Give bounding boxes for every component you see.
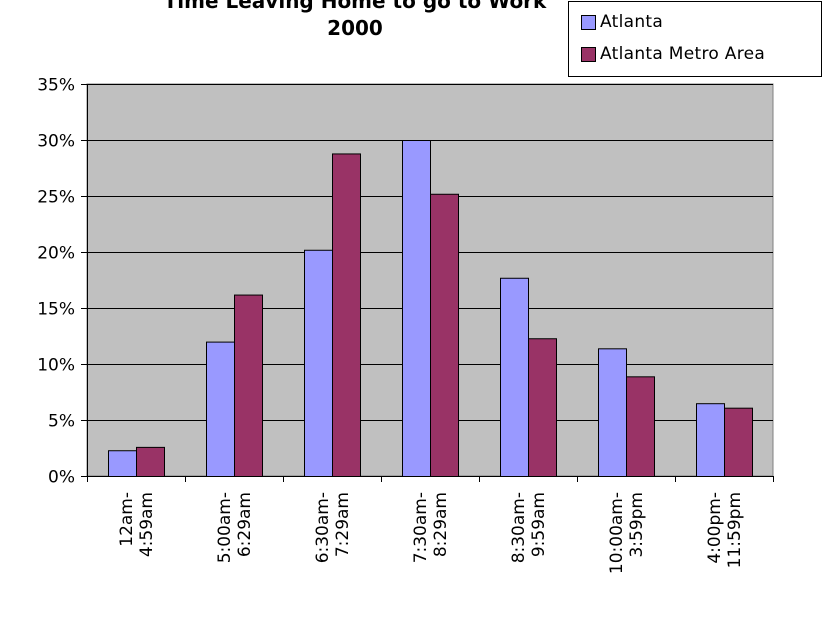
- legend-label-atlanta: Atlanta: [600, 12, 664, 32]
- bar-metro-1: [234, 294, 263, 477]
- bar-atlanta-6: [696, 403, 725, 478]
- bar-atlanta-3: [402, 140, 431, 477]
- y-tick-label: 35%: [37, 76, 75, 96]
- legend-item-metro: Atlanta Metro Area: [581, 40, 765, 68]
- x-tick-label-line: 3:59pm: [627, 492, 647, 558]
- x-tick-label-line: 6:30am-: [313, 492, 333, 563]
- chart-title-line-2: 2000: [327, 16, 383, 40]
- y-tick-label: 30%: [37, 132, 75, 152]
- chart-title-line-1: Time Leaving Home to go to Work: [163, 0, 547, 13]
- bar-atlanta-4: [500, 277, 529, 478]
- legend-label-metro: Atlanta Metro Area: [600, 44, 766, 64]
- x-tick-label: 5:00am- 6:29am: [215, 492, 255, 563]
- x-tick-label-line: 10:00am-: [607, 492, 627, 574]
- x-tick-label-line: 9:59am: [529, 492, 549, 557]
- y-tick-label: 25%: [37, 188, 75, 208]
- x-tick-label-line: 4:59am: [137, 492, 157, 557]
- y-tick-label: 0%: [48, 468, 75, 488]
- y-tick-label: 15%: [37, 300, 75, 320]
- bar-atlanta-5: [598, 348, 627, 478]
- bar-metro-0: [136, 446, 165, 478]
- legend-swatch-atlanta: [581, 14, 596, 30]
- x-tick-label-line: 5:00am-: [215, 492, 235, 563]
- x-tick-label-line: 4:00pm-: [705, 492, 725, 564]
- y-tick-label: 20%: [37, 244, 75, 264]
- x-tick-label-line: 8:29am: [431, 492, 451, 557]
- x-tick-label-line: 7:29am: [333, 492, 353, 557]
- x-tick-label: 10:00am- 3:59pm: [607, 492, 647, 574]
- legend-item-atlanta: Atlanta: [581, 8, 663, 36]
- x-tick-label-line: 11:59pm: [725, 492, 745, 568]
- x-tick-label: 7:30am- 8:29am: [411, 492, 451, 563]
- bar-atlanta-1: [206, 341, 235, 477]
- x-tick-label-line: 7:30am-: [411, 492, 431, 563]
- y-tick-label: 10%: [37, 356, 75, 376]
- x-tick-label-line: 12am-: [117, 492, 137, 547]
- y-tick-label: 5%: [48, 412, 75, 432]
- bar-metro-3: [430, 193, 459, 477]
- x-tick-label: 6:30am- 7:29am: [313, 492, 353, 563]
- bar-atlanta-0: [108, 450, 137, 477]
- bar-atlanta-2: [304, 249, 333, 477]
- bar-metro-2: [332, 153, 361, 477]
- x-tick-label: 12am- 4:59am: [117, 492, 157, 557]
- chart-legend: Atlanta Atlanta Metro Area: [568, 1, 822, 77]
- x-tick-label: 8:30am- 9:59am: [509, 492, 549, 563]
- legend-swatch-metro: [581, 46, 596, 62]
- x-tick-label-line: 6:29am: [235, 492, 255, 557]
- bar-metro-5: [626, 376, 655, 478]
- x-tick-label: 4:00pm- 11:59pm: [705, 492, 745, 568]
- bar-metro-6: [724, 407, 753, 477]
- bar-metro-4: [528, 338, 557, 477]
- x-tick-label-line: 8:30am-: [509, 492, 529, 563]
